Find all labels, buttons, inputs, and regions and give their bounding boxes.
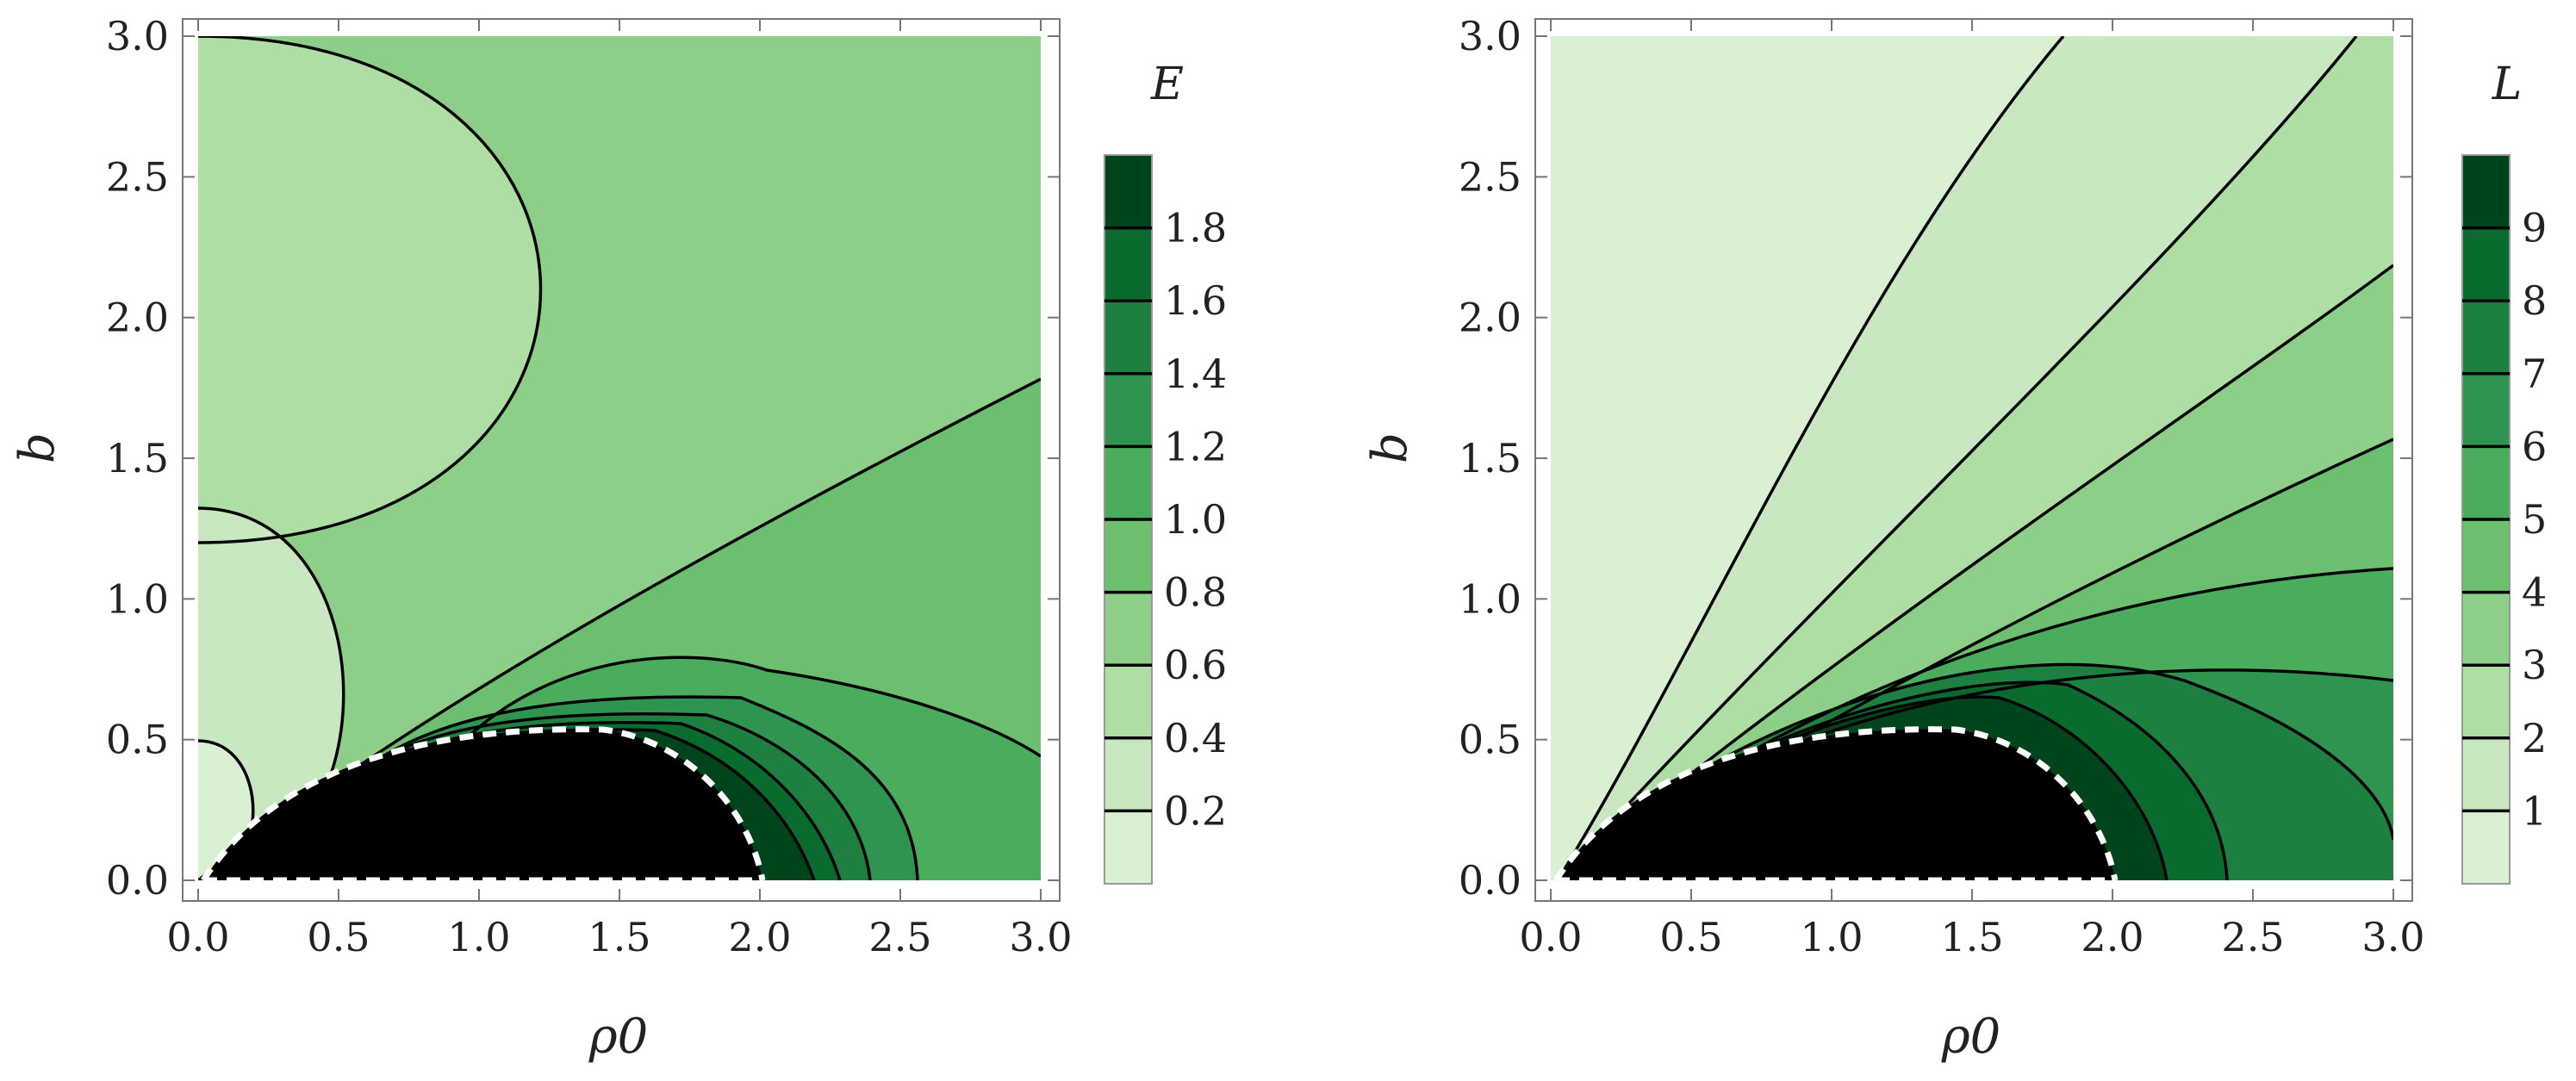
colorbar-tick-label: 0.8 (1164, 569, 1227, 616)
x-tick-label: 3.0 (1009, 914, 1072, 960)
y-tick-label: 1.0 (106, 575, 169, 622)
plot-frame (182, 18, 1061, 902)
x-tick-label: 0.0 (166, 914, 229, 960)
colorbar-tick-label: 1 (2522, 787, 2547, 834)
colorbar-segment (1104, 592, 1152, 666)
colorbar-tick-label: 4 (2522, 569, 2547, 616)
y-tick-label: 3.0 (106, 13, 169, 59)
panel-angular-momentum: 0.0 0.5 1.0 1.5 2.0 2.5 3.0 0.0 0.5 1.0 1.5 2.0 2.5 3… (1362, 13, 2547, 1065)
plot-area-energy (198, 36, 1041, 880)
boundary-curve (201, 726, 766, 880)
colorbar-segment (2462, 373, 2510, 447)
x-tick-label: 0.5 (307, 914, 370, 960)
colorbar-tick-label: 9 (2522, 205, 2547, 252)
colorbar-tick-label: 1.6 (1164, 277, 1227, 324)
y-tick-label: 0.0 (1459, 857, 1521, 904)
x-tick-label: 3.0 (2361, 914, 2424, 960)
y-tick-label: 2.5 (1459, 153, 1521, 200)
colorbar-segment (1104, 227, 1152, 301)
x-tick-label: 1.5 (588, 914, 650, 960)
axis-ticks: 0.0 0.5 1.0 1.5 2.0 2.5 3.0 0.0 0.5 1.0 1.5 2.0 2.5 3… (1459, 13, 2425, 960)
colorbar-tick-label: 1.0 (1164, 496, 1227, 543)
colorbar-tick-label: 5 (2522, 496, 2547, 543)
colorbar-tick-label: 1.4 (1164, 351, 1227, 397)
excluded-region (203, 729, 762, 880)
x-tick-label: 0.0 (1519, 914, 1582, 960)
contour-line (1556, 36, 2358, 880)
colorbar-tick-label: 8 (2522, 277, 2547, 324)
panel-energy: 0.0 0.5 1.0 1.5 2.0 2.5 3.0 0.0 0.5 1.0 1.5 2.0 2.5 3… (9, 13, 1227, 1065)
colorbar-segment (2462, 592, 2510, 666)
x-tick-label: 1.5 (1940, 914, 2003, 960)
y-tick-label: 0.5 (1459, 717, 1521, 763)
colorbar-segment (2462, 519, 2510, 593)
x-axis-label: ρ0 (588, 1009, 649, 1065)
x-tick-label: 1.0 (447, 914, 510, 960)
x-tick-label: 2.5 (2221, 914, 2284, 960)
colorbar-tick-label: 1.2 (1164, 423, 1227, 469)
x-tick-label: 2.0 (728, 914, 791, 960)
y-tick-label: 2.0 (1459, 295, 1521, 341)
axis-ticks: 0.0 0.5 1.0 1.5 2.0 2.5 3.0 0.0 0.5 1.0 1.5 2.0 2.5 3… (106, 13, 1073, 960)
colorbar-segment (1104, 373, 1152, 447)
y-tick-label: 0.5 (106, 717, 169, 763)
x-tick-label: 2.5 (868, 914, 931, 960)
colorbar-title: E (1150, 59, 1184, 110)
y-tick-label: 3.0 (1459, 13, 1521, 59)
y-tick-label: 1.0 (1459, 575, 1521, 622)
colorbar-tick-label: 6 (2522, 423, 2547, 469)
x-tick-label: 2.0 (2081, 914, 2144, 960)
colorbar-segment (2462, 665, 2510, 739)
y-tick-label: 1.5 (106, 435, 169, 481)
x-tick-label: 1.0 (1800, 914, 1863, 960)
plot-frame (1534, 18, 2413, 902)
band-e-0.4-0.6 (198, 36, 541, 543)
colorbar-segment (2462, 737, 2510, 811)
colorbar: 1 2 3 4 5 6 7 8 9 (2461, 154, 2547, 885)
y-tick-label: 1.5 (1459, 435, 1521, 481)
colorbar-tick-label: 3 (2522, 642, 2547, 688)
y-tick-label: 2.0 (106, 295, 169, 341)
y-axis-label: b (9, 432, 65, 463)
boundary-curve (1553, 726, 2119, 880)
colorbar-tick-label: 0.2 (1164, 787, 1227, 834)
colorbar: 0.2 0.4 0.6 0.8 1.0 1.2 1.4 1.6 1.8 (1104, 154, 1227, 885)
colorbar-segment (1104, 519, 1152, 593)
colorbar-tick-label: 7 (2522, 351, 2547, 397)
y-tick-label: 2.5 (106, 153, 169, 200)
colorbar-segment (2462, 301, 2510, 375)
colorbar-segment (1104, 155, 1152, 229)
x-axis-label: ρ0 (1941, 1009, 2001, 1065)
colorbar-segment (2462, 155, 2510, 229)
colorbar-segment (2462, 811, 2510, 885)
y-axis-label: b (1362, 432, 1418, 463)
colorbar-segment (1104, 665, 1152, 739)
y-tick-label: 0.0 (106, 857, 169, 904)
colorbar-segment (2462, 227, 2510, 301)
colorbar-segment (1104, 446, 1152, 520)
colorbar-tick-label: 2 (2522, 715, 2547, 761)
excluded-region (1556, 729, 2115, 880)
colorbar-title: L (2492, 59, 2523, 110)
colorbar-segment (1104, 301, 1152, 375)
contour-line (198, 36, 543, 544)
colorbar-tick-label: 0.4 (1164, 715, 1227, 761)
plot-area-angular-momentum (1551, 36, 2393, 880)
colorbar-segment (1104, 737, 1152, 811)
colorbar-tick-label: 1.8 (1164, 205, 1227, 252)
colorbar-tick-label: 0.6 (1164, 642, 1227, 688)
contour-line (1556, 36, 2065, 880)
x-tick-label: 0.5 (1659, 914, 1722, 960)
colorbar-segment (2462, 446, 2510, 520)
colorbar-segment (1104, 811, 1152, 885)
